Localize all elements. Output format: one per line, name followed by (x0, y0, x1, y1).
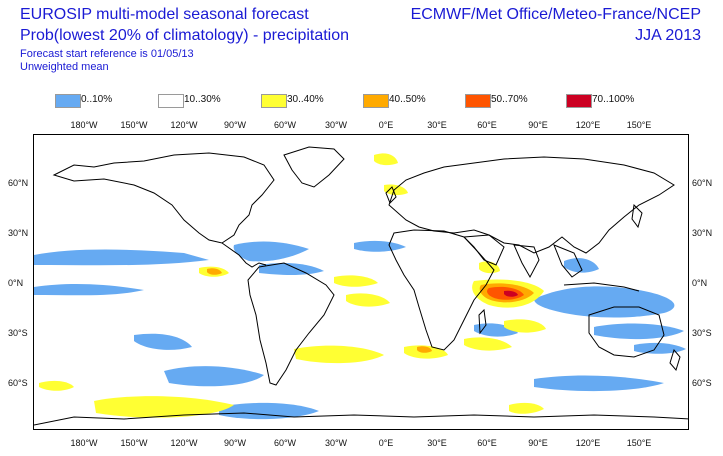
shade-yellow (504, 319, 546, 333)
coast-australia (588, 306, 665, 358)
lat-label-right: 30°N (692, 228, 713, 238)
ensemble-weighting-note: Unweighted mean (20, 61, 109, 73)
lat-label-left: 0°N (8, 278, 24, 288)
shade-blue (634, 342, 686, 354)
shade-yellow (384, 184, 408, 196)
lon-label-top: 180°W (70, 120, 98, 130)
lon-label-top: 90°E (528, 120, 548, 130)
legend-swatch (261, 94, 287, 108)
coast-indonesia (563, 282, 640, 292)
shade-yellow (464, 337, 512, 351)
shade-blue (534, 286, 675, 318)
shade-blue (354, 240, 406, 252)
forecast-centres: ECMWF/Met Office/Meteo-France/NCEP (410, 6, 701, 23)
lon-label-top: 150°W (120, 120, 148, 130)
lon-label-bottom: 30°W (324, 438, 348, 448)
lon-label-bottom: 180°W (70, 438, 98, 448)
legend-swatch (363, 94, 389, 108)
legend-label: 0..10% (81, 94, 113, 105)
shade-orange (417, 346, 432, 353)
coast-new-zealand (669, 348, 681, 372)
forecast-season: JJA 2013 (635, 27, 701, 44)
map-title: EUROSIP multi-model seasonal forecast (20, 6, 309, 23)
lat-label-left: 30°N (8, 228, 29, 238)
coast-central-america (221, 242, 267, 268)
shade-blue (164, 366, 264, 387)
shade-blue (219, 402, 319, 420)
shade-yellow (294, 345, 384, 364)
lon-label-bottom: 0°E (378, 438, 394, 448)
lat-label-left: 30°S (8, 328, 28, 338)
shade-blue (259, 263, 324, 275)
lon-label-top: 60°E (477, 120, 497, 130)
lat-label-right: 0°N (692, 278, 708, 288)
prob-70-100-shading (504, 290, 518, 297)
shade-blue (594, 323, 684, 340)
coast-south-america (247, 262, 335, 386)
lon-label-bottom: 120°W (170, 438, 198, 448)
lon-label-bottom: 120°E (575, 438, 601, 448)
lon-label-top: 30°E (427, 120, 447, 130)
legend-label: 30..40% (287, 94, 324, 105)
legend-label: 40..50% (389, 94, 426, 105)
lat-label-right: 60°N (692, 178, 713, 188)
coast-madagascar (478, 308, 487, 335)
lon-label-bottom: 60°W (273, 438, 297, 448)
shade-yellow (334, 275, 378, 287)
lon-label-top: 30°W (324, 120, 348, 130)
coast-arabia (462, 234, 505, 266)
prob-0-10-shading (34, 240, 686, 420)
coast-india (513, 244, 540, 279)
coast-greenland (283, 146, 345, 188)
shade-blue (34, 249, 209, 266)
lon-label-bottom: 150°E (626, 438, 652, 448)
shade-blue (233, 241, 309, 262)
shade-yellow (509, 402, 544, 414)
lon-label-top: 150°E (626, 120, 652, 130)
world-map (33, 134, 689, 430)
shade-yellow (39, 380, 74, 391)
legend-swatch (55, 94, 81, 108)
shade-orange (207, 268, 222, 275)
lat-label-left: 60°S (8, 378, 28, 388)
lon-label-top: 90°W (223, 120, 247, 130)
shade-blue (34, 283, 144, 296)
shade-yellow (94, 396, 234, 418)
lat-label-left: 60°N (8, 178, 29, 188)
legend-label: 50..70% (491, 94, 528, 105)
legend-swatch (158, 94, 184, 108)
lon-label-bottom: 90°E (528, 438, 548, 448)
lat-label-right: 30°S (692, 328, 712, 338)
lon-label-top: 120°E (575, 120, 601, 130)
coast-north-america (52, 152, 275, 244)
coastlines (34, 146, 688, 426)
lat-label-right: 60°S (692, 378, 712, 388)
lon-label-top: 60°W (273, 120, 297, 130)
shade-dark-red (504, 290, 518, 297)
shade-blue (134, 333, 192, 350)
forecast-start-reference: Forecast start reference is 01/05/13 (20, 48, 194, 60)
legend-label: 10..30% (184, 94, 221, 105)
shade-blue (534, 375, 664, 392)
lon-label-top: 120°W (170, 120, 198, 130)
shade-yellow (374, 153, 398, 166)
lon-label-top: 0°E (378, 120, 394, 130)
coast-antarctica (34, 412, 688, 426)
lon-label-bottom: 150°W (120, 438, 148, 448)
legend-swatch (566, 94, 592, 108)
lon-label-bottom: 90°W (223, 438, 247, 448)
coast-se-asia (553, 244, 583, 278)
lon-label-bottom: 30°E (427, 438, 447, 448)
legend-swatch (465, 94, 491, 108)
map-subtitle-variable: Prob(lowest 20% of climatology) - precip… (20, 27, 350, 44)
coast-uk (385, 186, 397, 204)
shade-yellow (346, 293, 390, 307)
shade-blue (564, 258, 599, 273)
lon-label-bottom: 60°E (477, 438, 497, 448)
coast-japan (631, 203, 643, 229)
coast-europe-asia (388, 156, 675, 254)
map-canvas (34, 135, 688, 429)
legend-label: 70..100% (592, 94, 635, 105)
